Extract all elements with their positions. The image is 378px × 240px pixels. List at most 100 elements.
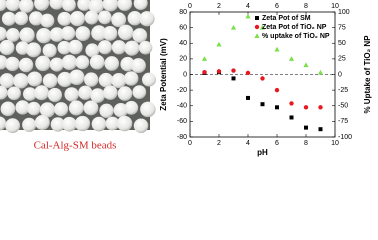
point	[288, 56, 295, 61]
bead	[84, 10, 99, 25]
point	[275, 105, 279, 110]
point	[274, 87, 280, 93]
bead	[23, 87, 37, 101]
y-axis-title: Zeta Potential (mV)	[159, 38, 168, 111]
legend-marker	[254, 33, 260, 38]
bead	[40, 13, 55, 28]
bead	[14, 11, 29, 26]
x-axis-title: pH	[257, 148, 268, 157]
bead	[133, 0, 148, 11]
bead	[28, 11, 44, 26]
x-tick-label: 10	[331, 140, 339, 147]
y-tick-label: 40	[179, 40, 187, 47]
bead	[85, 43, 100, 58]
bead	[5, 0, 21, 12]
point	[303, 62, 309, 68]
x-tick-label: 6	[275, 140, 279, 147]
point	[216, 41, 222, 47]
bead	[103, 85, 118, 100]
bead	[77, 0, 92, 11]
bead	[18, 57, 34, 73]
point	[245, 70, 251, 76]
bead	[133, 118, 149, 133]
bead	[132, 85, 147, 99]
x-top-tick-label: 10	[331, 3, 339, 10]
bead	[0, 0, 7, 12]
bead	[15, 100, 30, 115]
bead	[84, 72, 99, 87]
point	[202, 69, 207, 75]
bead	[75, 26, 91, 42]
bead	[47, 87, 63, 103]
y-tick-label: 60	[179, 24, 187, 31]
bead	[74, 115, 91, 132]
bead	[105, 116, 120, 131]
point	[231, 76, 236, 81]
x-tick-label: 2	[217, 140, 221, 147]
bead	[123, 71, 139, 86]
bead	[142, 72, 156, 87]
bead	[111, 73, 127, 89]
bead	[13, 73, 29, 89]
bead	[49, 57, 64, 72]
x-top-tick-label: 8	[304, 3, 308, 10]
point	[259, 24, 266, 30]
point	[260, 76, 265, 81]
bead	[36, 28, 52, 44]
chart: 0 0 2 2 4 4 6 6 8 8 10 10 80 60 40 20 0 -20 -40 -60 -80 100 75…	[159, 3, 372, 157]
y2-tick-label: 100	[338, 9, 350, 16]
bead	[91, 116, 107, 132]
bead	[0, 26, 7, 41]
point	[318, 105, 323, 110]
bead	[64, 87, 79, 102]
y-tick-label: 80	[179, 9, 187, 16]
bead	[19, 27, 35, 43]
bead	[18, 0, 34, 13]
bead	[0, 85, 8, 100]
point	[246, 95, 250, 100]
y-tick-label: -60	[177, 118, 187, 125]
bead	[61, 54, 78, 70]
bead	[132, 28, 148, 43]
y-tick-label: 20	[179, 56, 187, 63]
bead	[0, 39, 15, 56]
legend-marker	[254, 24, 260, 30]
bead	[102, 26, 118, 41]
bead	[139, 11, 155, 27]
bead	[49, 0, 64, 10]
bead	[61, 116, 77, 132]
bead	[117, 24, 134, 41]
bead	[116, 115, 133, 132]
bead	[15, 41, 30, 55]
y-tick-label: -20	[177, 87, 187, 94]
bead	[57, 40, 72, 55]
bead	[57, 71, 73, 88]
y2-tick-label: -25	[338, 87, 348, 94]
x-top-tick-label: 2	[217, 3, 221, 10]
y-tick-label: 0	[183, 71, 187, 78]
y2-tick-label: 0	[338, 71, 342, 78]
point	[260, 102, 265, 107]
bead	[138, 40, 153, 55]
bead	[54, 102, 69, 117]
point	[231, 68, 236, 73]
point	[303, 105, 309, 110]
bead-photo	[0, 0, 156, 134]
bead	[91, 25, 107, 41]
x-top-tick-label: 6	[275, 3, 279, 10]
bead	[5, 118, 21, 134]
bead	[60, 26, 76, 41]
bead	[90, 88, 106, 103]
y2-tick-label: 25	[338, 56, 346, 63]
caption: Cal-Alg-SM beads	[34, 140, 117, 152]
bead	[26, 42, 42, 58]
bead	[127, 11, 143, 26]
bead	[111, 40, 127, 55]
y2-tick-label: -50	[338, 103, 348, 110]
bead	[78, 85, 93, 100]
bead	[97, 40, 113, 55]
page: Cal-Alg-SM beads 0 0 2 2 4 4 6 6 8 8 10 10 80 60 40 20 0…	[0, 0, 373, 158]
point	[201, 56, 208, 61]
bead	[117, 0, 133, 12]
legend-label: Zeta Pot of SM	[262, 15, 311, 22]
